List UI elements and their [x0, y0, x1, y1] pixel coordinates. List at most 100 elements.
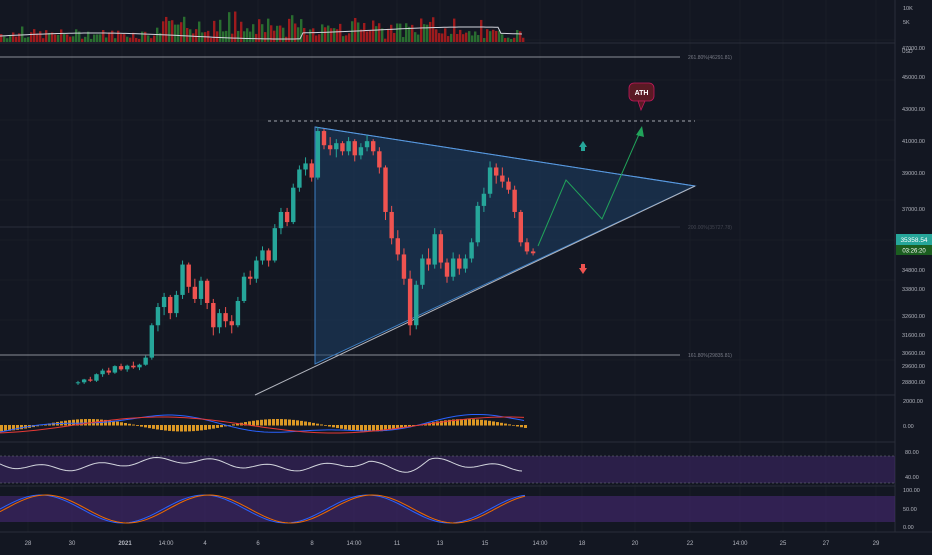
macd-histogram-bar: [296, 420, 299, 426]
macd-histogram-bar: [500, 422, 503, 426]
ath-callout[interactable]: ATH: [628, 82, 655, 112]
volume-bar: [33, 29, 36, 42]
volume-bar: [309, 29, 312, 42]
macd-histogram-bar: [256, 420, 259, 426]
macd-histogram-bar: [512, 425, 515, 426]
volume-bar: [519, 31, 522, 42]
volume-bar: [495, 31, 498, 42]
candle-body: [204, 280, 210, 304]
stoch-band: [0, 496, 895, 522]
price-axis-label: 39000.00: [902, 171, 925, 177]
macd-histogram-bar: [460, 419, 463, 426]
macd-histogram-bar: [84, 419, 87, 426]
volume-bar: [291, 15, 294, 42]
candle-body: [125, 365, 130, 370]
macd-histogram-bar: [172, 425, 175, 432]
price-axis-label: 47000.00: [902, 46, 925, 52]
candle-body: [161, 296, 167, 308]
volume-bar: [135, 37, 138, 42]
candle-body: [364, 141, 370, 148]
volume-bar: [90, 38, 93, 42]
macd-histogram-bar: [76, 419, 79, 426]
volume-bar: [3, 36, 6, 42]
macd-histogram-bar: [204, 425, 207, 430]
candle-body: [444, 262, 450, 277]
volume-bar: [51, 32, 54, 42]
volume-bar: [432, 17, 435, 42]
price-axis[interactable]: 10K 5K 47000.00 45000.00 43000.00 41000.00 390…: [902, 6, 925, 531]
macd-histogram-bar: [452, 419, 455, 426]
macd-histogram-bar: [168, 425, 171, 431]
volume-bar: [393, 32, 396, 42]
volume-bar: [147, 35, 150, 42]
candle-body: [278, 211, 284, 229]
macd-histogram-bar: [288, 419, 291, 426]
triangle-pattern[interactable]: [314, 126, 697, 365]
bearish-arrow: [579, 264, 587, 274]
volume-bar: [153, 35, 156, 42]
time-axis-label: 27: [823, 541, 830, 547]
macd-histogram-bar: [160, 425, 163, 431]
volume-bar: [228, 12, 231, 42]
volume-bar: [225, 30, 228, 42]
time-axis[interactable]: 28 30 2021 14:00 4 6 8 14:00 11 13 15 14:00 18 20 22 14…: [25, 541, 880, 547]
macd-histogram-bar: [472, 419, 475, 426]
volume-bar: [264, 32, 267, 42]
candle-body: [340, 143, 345, 152]
volume-bar: [111, 30, 114, 42]
projection-arrowhead: [636, 126, 644, 137]
volume-bar: [375, 26, 378, 42]
volume-bar: [312, 28, 315, 42]
triangle-lower-trendline[interactable]: [254, 185, 696, 396]
volume-bar: [324, 27, 327, 42]
macd-histogram-bar: [464, 419, 467, 426]
macd-histogram-bar: [372, 425, 375, 432]
volume-bar: [246, 28, 249, 42]
macd-histogram-bar: [404, 425, 407, 429]
candle-body: [383, 167, 388, 212]
macd-histogram-bar: [120, 422, 123, 426]
volume-bar: [474, 31, 477, 42]
volume-axis-label: 10K: [903, 6, 913, 12]
macd-histogram-bar: [324, 425, 327, 426]
candle-body: [358, 147, 364, 156]
volume-bar: [279, 25, 282, 42]
macd-histogram-bar: [112, 420, 115, 426]
macd-histogram-bar: [16, 425, 19, 430]
candle-body: [327, 145, 333, 150]
projection-path[interactable]: [537, 131, 641, 247]
volume-bar: [18, 33, 21, 42]
time-axis-label: 14:00: [158, 541, 174, 547]
volume-bar: [390, 24, 393, 42]
volume-bar: [30, 32, 33, 42]
volume-bar: [399, 23, 402, 42]
macd-histogram-bar: [216, 425, 219, 428]
time-axis-label: 22: [687, 541, 694, 547]
volume-bar: [195, 29, 198, 42]
triangle-upper-trendline[interactable]: [314, 126, 696, 187]
candle-body: [475, 205, 480, 243]
volume-bar: [465, 32, 468, 42]
candle-body: [494, 167, 499, 176]
candle-body: [272, 228, 277, 261]
macd-histogram-bar: [504, 423, 507, 426]
candle-body: [432, 234, 437, 265]
volume-bar: [168, 20, 171, 42]
macd-histogram-bar: [260, 419, 263, 426]
macd-histogram-bar: [252, 420, 255, 426]
volume-bar: [27, 37, 30, 42]
candle-body: [131, 365, 136, 368]
candle-body: [512, 189, 517, 212]
macd-histogram-bar: [516, 425, 519, 427]
macd-histogram-bar: [232, 424, 235, 426]
candle-body: [155, 307, 161, 326]
volume-bar: [492, 29, 495, 42]
volume-bar: [114, 38, 117, 42]
volume-bar: [513, 37, 516, 42]
volume-bar: [471, 35, 474, 42]
macd-histogram-bar: [432, 422, 435, 426]
stoch-axis-label: 50.00: [903, 507, 917, 513]
candle-body: [463, 258, 468, 269]
